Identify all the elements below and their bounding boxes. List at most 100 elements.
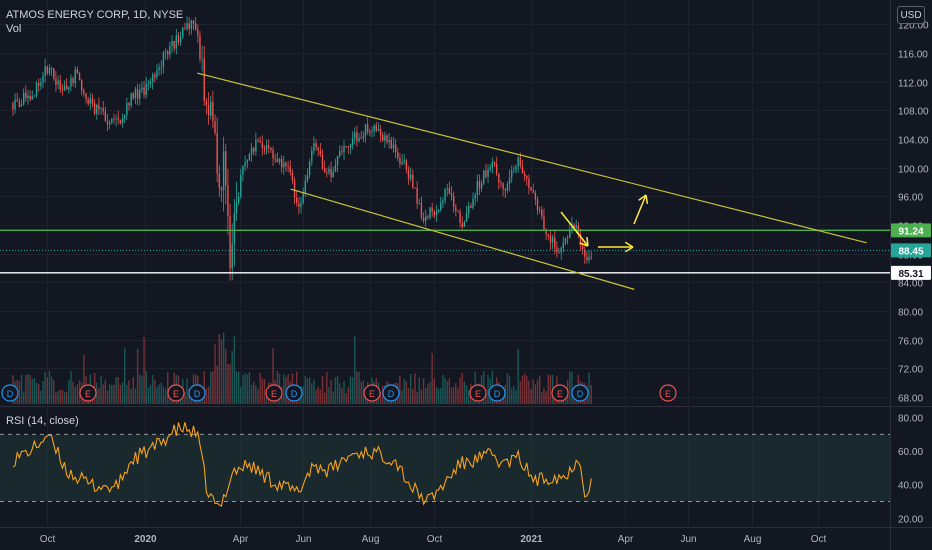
candle-body — [313, 143, 315, 151]
candle-body — [184, 27, 186, 29]
volume-bar — [412, 389, 414, 404]
volume-bar — [515, 389, 517, 404]
candle-body — [237, 196, 240, 203]
candle-body — [121, 118, 124, 124]
volume-bar — [132, 377, 135, 404]
candle-body — [248, 154, 251, 161]
candle-body — [345, 146, 347, 147]
candle-body — [227, 185, 229, 217]
volume-bar — [414, 373, 416, 404]
volume-bar — [158, 384, 160, 404]
candle-body — [403, 160, 405, 162]
candle-body — [173, 41, 175, 49]
candle-body — [508, 177, 511, 185]
candle-body — [255, 140, 257, 152]
candle-body — [416, 187, 418, 204]
candle-body — [147, 83, 150, 85]
price-tick-label: 120.00 — [898, 21, 929, 32]
candle-body — [569, 229, 571, 239]
volume-bar — [128, 380, 130, 404]
candle-body — [225, 151, 227, 186]
candle-body — [351, 138, 354, 145]
volume-bar — [427, 383, 429, 404]
candle-body — [500, 182, 502, 184]
time-tick-label: 2020 — [134, 534, 157, 545]
volume-bar — [437, 388, 440, 404]
candle-body — [235, 202, 238, 214]
volume-bar — [214, 344, 216, 404]
volume-bar — [76, 384, 79, 404]
candle-body — [134, 89, 137, 99]
candle-body — [541, 209, 543, 217]
candle-body — [16, 99, 18, 102]
candle-body — [536, 199, 539, 210]
candle-body — [160, 66, 162, 68]
volume-bar — [523, 373, 526, 404]
marker-circle — [167, 384, 185, 402]
candle-body — [334, 165, 337, 172]
earnings-marker: E — [265, 384, 283, 402]
candle-body — [354, 132, 356, 139]
volume-bar — [207, 386, 210, 404]
candle-body — [293, 180, 296, 198]
candle-body — [126, 103, 128, 116]
time-tick-label: Jun — [295, 534, 311, 545]
volume-bar — [216, 365, 218, 404]
time-tick-label: Apr — [233, 534, 249, 545]
candle-body — [182, 27, 184, 37]
volume-bar — [528, 380, 530, 404]
candle-body — [566, 237, 569, 239]
candle-body — [300, 202, 302, 207]
candle-body — [113, 118, 115, 120]
dividend-marker: D — [382, 384, 400, 402]
volume-bar — [130, 389, 132, 404]
candle-body — [141, 87, 143, 90]
volume-bar — [237, 371, 240, 404]
volume-bar — [511, 388, 513, 404]
candle-body — [272, 149, 274, 159]
marker-circle — [659, 384, 677, 402]
candle-body — [177, 35, 180, 43]
marker-letter: E — [665, 389, 671, 399]
candle-body — [554, 237, 556, 248]
candle-body — [373, 125, 375, 132]
volume-bar — [22, 391, 25, 404]
candle-body — [534, 193, 537, 200]
time-tick-label: Oct — [427, 534, 443, 545]
volume-bar — [205, 388, 208, 404]
volume-bar — [422, 378, 425, 404]
candle-body — [480, 183, 483, 189]
marker-circle — [1, 384, 19, 402]
candle-body — [203, 58, 205, 102]
volume-bar — [149, 384, 152, 404]
candle-body — [545, 229, 547, 235]
marker-circle — [79, 384, 97, 402]
candle-body — [162, 52, 165, 67]
candle-body — [504, 189, 506, 191]
marker-letter: E — [369, 389, 375, 399]
volume-bar — [455, 382, 457, 404]
candle-body — [336, 155, 339, 166]
currency-button[interactable]: USD — [897, 6, 925, 24]
lower-trendline — [290, 188, 635, 290]
candle-body — [214, 121, 216, 133]
candle-body — [246, 160, 248, 163]
volume-bar — [409, 374, 412, 404]
marker-letter: D — [7, 389, 14, 399]
candle-body — [476, 181, 479, 196]
candle-body — [149, 81, 152, 84]
candle-body — [192, 20, 195, 24]
candle-body — [93, 103, 96, 114]
volume-bar — [332, 391, 334, 404]
candle-body — [358, 138, 360, 142]
candle-body — [72, 78, 74, 84]
time-tick-label: Jun — [680, 534, 696, 545]
volume-bar — [240, 387, 242, 404]
time-tick-label: 2021 — [520, 534, 543, 545]
volume-bar — [313, 379, 315, 404]
candle-body — [521, 165, 524, 174]
candle-body — [362, 136, 365, 139]
volume-bar — [156, 386, 158, 404]
